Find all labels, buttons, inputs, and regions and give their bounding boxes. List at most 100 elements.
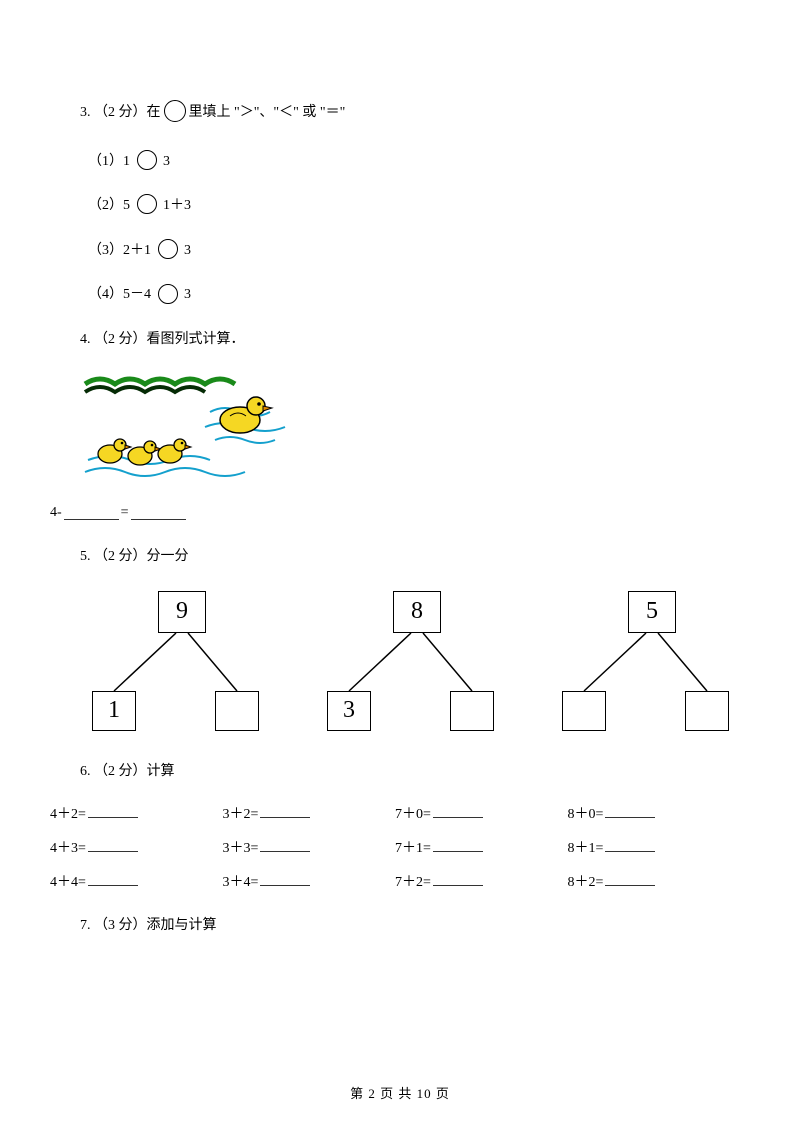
q3-item-right: 3	[184, 238, 191, 265]
calc-cell: 3＋3=	[223, 837, 396, 857]
q3-item-label: （3）	[88, 238, 123, 265]
calc-expr: 7＋1=	[395, 837, 431, 857]
blank-input[interactable]	[88, 838, 138, 852]
circle-icon	[164, 100, 186, 122]
q6-number: 6.	[80, 759, 91, 786]
circle-icon[interactable]	[158, 239, 178, 259]
q5-prompt: 5. （2 分） 分一分	[80, 544, 740, 571]
q3-item-left: 5	[123, 193, 130, 220]
calc-expr: 8＋1=	[568, 837, 604, 857]
blank-input[interactable]	[64, 506, 119, 520]
q3-item-right: 3	[163, 149, 170, 176]
calc-cell: 7＋1=	[395, 837, 568, 857]
q3-item-label: （2）	[88, 193, 123, 220]
blank-input[interactable]	[131, 506, 186, 520]
circle-icon[interactable]	[158, 284, 178, 304]
blank-input[interactable]	[260, 872, 310, 886]
split-diagram: 9 1	[88, 591, 263, 731]
calc-expr: 3＋3=	[223, 837, 259, 857]
blank-input[interactable]	[433, 804, 483, 818]
blank-input[interactable]	[88, 804, 138, 818]
q7-points: （3 分）	[94, 913, 147, 940]
q6-prompt: 6. （2 分） 计算	[80, 759, 740, 786]
split-left-box[interactable]: 1	[92, 691, 136, 731]
split-left-box[interactable]	[562, 691, 606, 731]
circle-icon[interactable]	[137, 150, 157, 170]
blank-input[interactable]	[88, 872, 138, 886]
duckling-icon	[158, 439, 191, 463]
q3-item-right: 1＋3	[163, 193, 191, 220]
q3-item-left: 2＋1	[123, 238, 151, 265]
q4-text: 看图列式计算．	[147, 327, 245, 354]
q3-item-left: 1	[123, 149, 130, 176]
q3-item-1: （1） 1 3	[88, 149, 740, 176]
calc-expr: 3＋4=	[223, 871, 259, 891]
q3-item-3: （3） 2＋1 3	[88, 238, 740, 265]
q7-text: 添加与计算	[147, 913, 217, 940]
q4-number: 4.	[80, 327, 91, 354]
q3-points: （2 分）	[94, 100, 147, 127]
calc-expr: 4＋4=	[50, 871, 86, 891]
q3-item-label: （4）	[88, 282, 123, 309]
blank-input[interactable]	[605, 838, 655, 852]
calc-expr: 4＋3=	[50, 837, 86, 857]
q4-eq-left: 4-	[50, 500, 62, 527]
split-top-box: 5	[628, 591, 676, 633]
calc-cell: 8＋1=	[568, 837, 741, 857]
split-right-box[interactable]	[685, 691, 729, 731]
calc-expr: 7＋0=	[395, 803, 431, 823]
calc-expr: 3＋2=	[223, 803, 259, 823]
q6-points: （2 分）	[94, 759, 147, 786]
q3-prompt: 3. （2 分） 在 里填上 "＞"、"＜" 或 "＝"	[80, 100, 740, 127]
blank-input[interactable]	[605, 804, 655, 818]
q3-item-2: （2） 5 1＋3	[88, 193, 740, 220]
q7-prompt: 7. （3 分） 添加与计算	[80, 913, 740, 940]
q3-text-b: 里填上 "＞"、"＜" 或 "＝"	[189, 100, 346, 127]
blank-input[interactable]	[433, 838, 483, 852]
split-right-box[interactable]	[450, 691, 494, 731]
blank-input[interactable]	[260, 838, 310, 852]
calc-grid: 4＋2= 3＋2= 7＋0= 8＋0= 4＋3= 3＋3= 7＋1= 8＋1= …	[50, 803, 740, 891]
q5-points: （2 分）	[94, 544, 147, 571]
calc-expr: 8＋0=	[568, 803, 604, 823]
q4-prompt: 4. （2 分） 看图列式计算．	[80, 327, 740, 354]
ducks-image	[80, 372, 300, 482]
q3-text-a: 在	[147, 100, 161, 127]
blank-input[interactable]	[433, 872, 483, 886]
duckling-icon	[128, 441, 161, 465]
split-diagrams-row: 9 1 8 3 5	[88, 591, 740, 731]
calc-cell: 7＋0=	[395, 803, 568, 823]
q4-eq-sign: =	[121, 500, 129, 527]
q5-number: 5.	[80, 544, 91, 571]
q3-item-label: （1）	[88, 149, 123, 176]
q3-item-4: （4） 5－4 3	[88, 282, 740, 309]
calc-expr: 7＋2=	[395, 871, 431, 891]
q7-number: 7.	[80, 913, 91, 940]
calc-cell: 4＋4=	[50, 871, 223, 891]
ducks-svg	[80, 372, 300, 482]
split-left-box[interactable]: 3	[327, 691, 371, 731]
page: 3. （2 分） 在 里填上 "＞"、"＜" 或 "＝" （1） 1 3 （2）…	[0, 0, 800, 1132]
calc-cell: 8＋2=	[568, 871, 741, 891]
split-diagram: 5	[558, 591, 733, 731]
split-top-box: 8	[393, 591, 441, 633]
calc-cell: 8＋0=	[568, 803, 741, 823]
split-right-box[interactable]	[215, 691, 259, 731]
calc-cell: 7＋2=	[395, 871, 568, 891]
calc-cell: 4＋2=	[50, 803, 223, 823]
q4-points: （2 分）	[94, 327, 147, 354]
calc-expr: 8＋2=	[568, 871, 604, 891]
q5-text: 分一分	[147, 544, 189, 571]
split-diagram: 8 3	[323, 591, 498, 731]
q3-item-left: 5－4	[123, 282, 151, 309]
calc-cell: 3＋2=	[223, 803, 396, 823]
q3-item-right: 3	[184, 282, 191, 309]
circle-icon[interactable]	[137, 194, 157, 214]
blank-input[interactable]	[260, 804, 310, 818]
calc-cell: 3＋4=	[223, 871, 396, 891]
calc-expr: 4＋2=	[50, 803, 86, 823]
q6-text: 计算	[147, 759, 175, 786]
page-footer: 第 2 页 共 10 页	[0, 1083, 800, 1102]
q4-equation: 4- =	[50, 500, 740, 527]
blank-input[interactable]	[605, 872, 655, 886]
